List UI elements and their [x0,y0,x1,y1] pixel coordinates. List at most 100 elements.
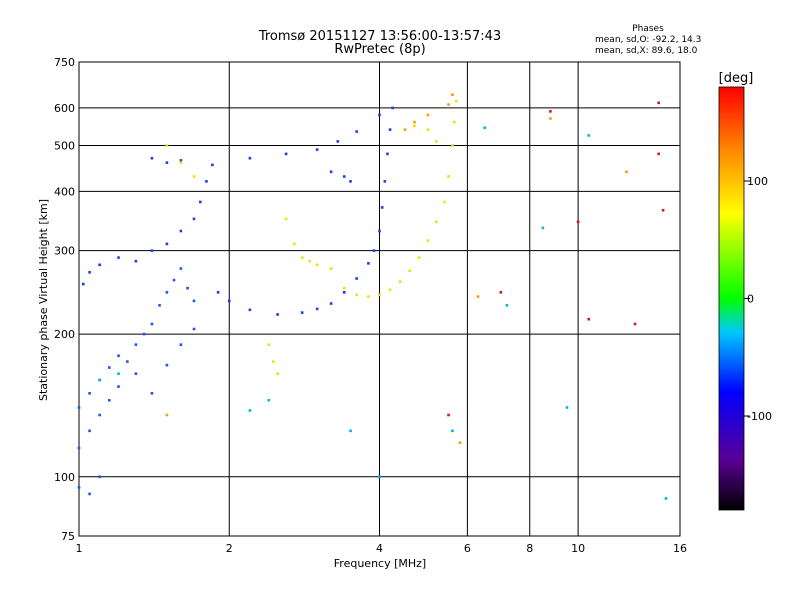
data-point [179,161,183,164]
x-tick-label: 4 [376,542,383,555]
data-point [413,120,416,124]
data-point [403,128,407,131]
y-tick-label: 400 [54,185,75,198]
data-point [300,311,304,314]
data-point [293,242,296,246]
data-point [388,288,392,292]
data-point [88,492,91,496]
data-point [192,217,196,221]
data-point [633,322,637,326]
data-point [454,99,458,103]
data-point [451,429,454,433]
data-point [158,304,161,307]
data-point [165,242,169,246]
data-point [77,486,81,489]
data-point [134,372,138,375]
data-point [435,140,438,143]
data-point [336,140,340,143]
data-point [150,249,154,252]
data-point [81,282,85,286]
data-point [276,372,279,375]
data-point [664,497,668,500]
data-point [179,343,183,346]
data-point [179,159,183,162]
colorbar-label: [deg] [719,71,754,86]
data-point [134,259,138,263]
data-point [88,271,91,274]
data-point [165,161,169,164]
data-point [483,126,487,130]
data-point [661,208,665,212]
data-point [355,130,358,133]
data-point [179,267,183,270]
data-point [248,308,252,312]
data-point [349,180,352,183]
data-point [98,378,101,382]
data-point [165,413,169,417]
data-point [657,101,660,105]
data-point [435,220,438,224]
data-point [476,295,480,298]
data-point [172,278,176,282]
data-point [117,372,120,375]
data-point [426,128,430,131]
colorbar-tick-label: 0 [747,293,754,306]
data-point [342,286,346,290]
data-point [453,120,456,124]
data-point [107,398,111,402]
data-point [451,144,454,147]
data-point [565,406,569,409]
y-tick-label: 600 [54,102,75,115]
data-point [342,175,346,178]
data-point [165,144,169,147]
data-point [142,332,146,336]
x-tick-label: 2 [226,542,233,555]
data-point [216,291,220,294]
y-tick-label: 100 [54,471,75,484]
data-point [267,398,271,402]
data-point [505,304,509,307]
data-point [186,286,189,290]
data-point [150,156,154,160]
data-point [388,128,392,131]
data-point [315,307,319,311]
data-point [380,206,384,209]
x-tick-label: 1 [76,542,83,555]
data-point [625,170,628,174]
y-axis-ticks: 75 100 200 300 400 500 600 750 [54,56,75,543]
data-point [199,200,202,204]
data-point [300,256,304,259]
data-point [205,180,208,183]
grid-lines [79,62,680,536]
y-tick-label: 75 [61,530,75,543]
data-point [117,385,120,388]
data-point [383,180,387,183]
data-point [342,291,346,294]
data-point [426,239,430,242]
y-tick-label: 500 [54,139,75,152]
data-point [372,249,376,252]
data-point [284,217,288,221]
data-point [329,170,333,174]
x-tick-label: 10 [571,542,585,555]
data-point [367,262,370,265]
data-point [117,354,120,358]
data-point [271,360,275,363]
data-point [329,302,333,305]
data-point [248,156,252,160]
data-point [308,259,312,263]
data-point [378,113,381,117]
data-point [117,256,120,259]
data-point [499,291,503,294]
data-point [88,429,91,433]
data-point [248,409,252,412]
data-point [179,229,183,233]
chart-title: Tromsø 20151127 13:56:00-13:57:43 [258,29,501,44]
colorbar-ticks: 100 0 -100 [744,175,772,423]
data-point [315,148,319,151]
data-point [98,263,101,267]
data-point [587,317,590,321]
data-point [98,475,101,479]
phases-title: Phases [632,24,664,34]
x-tick-label: 16 [673,542,687,555]
